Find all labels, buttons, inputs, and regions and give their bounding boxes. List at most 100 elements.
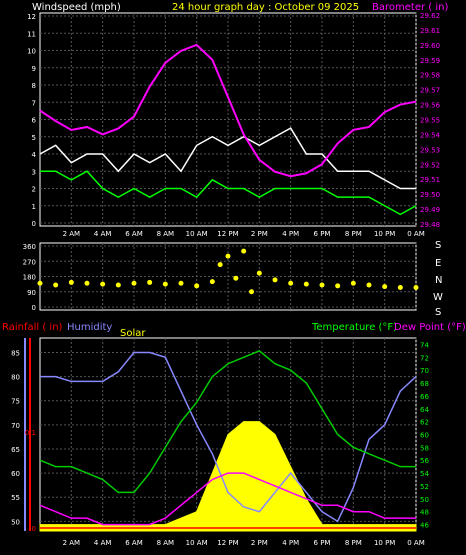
barometer-label: Barometer ( in) [372, 2, 448, 13]
temp-x-tick: 2 PM [251, 539, 268, 547]
wind-y-tick: 1 [32, 203, 36, 211]
baro-y-tick: 29.48 [420, 221, 440, 229]
temperature-label: Temperature (°F) [311, 322, 397, 333]
direction-point [100, 281, 106, 287]
baro-y-tick: 29.54 [420, 131, 441, 139]
temp-y-tick: 48 [420, 509, 429, 517]
baro-y-tick: 29.53 [420, 146, 440, 154]
dir-y-tick: 360 [23, 243, 36, 251]
baro-y-tick: 29.51 [420, 176, 440, 184]
dir-letter-e: E [435, 258, 441, 269]
temp-x-tick: 10 AM [186, 539, 208, 547]
series-line-2 [40, 170, 417, 216]
wind-y-tick: 3 [32, 168, 36, 176]
wind-x-tick: 2 PM [251, 230, 268, 238]
direction-point [413, 285, 419, 291]
wind-y-tick: 0 [32, 220, 36, 228]
humidity-y-tick: 80 [11, 374, 20, 382]
baro-y-tick: 29.61 [420, 27, 440, 35]
temp-x-tick: 2 AM [63, 539, 81, 547]
wind-y-tick: 11 [27, 30, 36, 38]
temp-y-tick: 50 [420, 496, 429, 504]
humidity-y-tick: 75 [11, 398, 20, 406]
direction-point [382, 284, 388, 290]
humidity-y-tick: 60 [11, 470, 20, 478]
direction-point [147, 279, 153, 285]
direction-point [194, 283, 200, 289]
temp-x-tick: 8 PM [345, 539, 362, 547]
temp-y-tick: 52 [420, 483, 429, 491]
baro-y-tick: 29.56 [420, 102, 441, 110]
dir-y-tick: 0 [32, 304, 36, 312]
temp-y-tick: 60 [420, 432, 429, 440]
rain-y-tick: 0.1 [25, 429, 36, 437]
wind-y-tick: 5 [32, 134, 36, 142]
direction-point [288, 280, 294, 286]
series-line-0 [39, 127, 416, 190]
humidity-y-tick: 50 [11, 518, 20, 526]
baro-y-tick: 29.59 [420, 57, 440, 65]
wind-y-tick: 10 [27, 48, 36, 56]
wind-y-tick: 8 [32, 82, 36, 90]
temp-x-tick: 8 AM [157, 539, 175, 547]
wind-y-tick: 2 [32, 186, 36, 194]
baro-y-tick: 29.50 [420, 191, 440, 199]
temp-x-tick: 4 PM [282, 539, 299, 547]
direction-point [68, 279, 74, 285]
direction-point [162, 281, 168, 287]
temp-x-tick: 6 PM [314, 539, 331, 547]
dir-letter-n: N [435, 275, 442, 286]
wind-x-tick: 8 AM [157, 230, 175, 238]
temp-y-tick: 64 [420, 406, 429, 414]
temp-x-tick: 6 AM [125, 539, 143, 547]
direction-point [209, 279, 215, 285]
temp-y-tick: 74 [420, 341, 429, 349]
baro-y-tick: 29.55 [420, 117, 440, 125]
temp-y-tick: 56 [420, 457, 429, 465]
wind-x-tick: 6 AM [125, 230, 143, 238]
chart-title: 24 hour graph day : October 09 2025 [172, 2, 359, 13]
wind-x-tick: 0 AM [407, 230, 425, 238]
direction-point [303, 281, 309, 287]
temp-y-tick: 46 [420, 522, 429, 530]
temp-y-tick: 68 [420, 380, 429, 388]
direction-point [272, 277, 278, 283]
humidity-label: Humidity [67, 322, 112, 333]
wind-y-tick: 6 [32, 117, 37, 125]
wind-x-tick: 10 PM [374, 230, 395, 238]
dir-letter-w: W [433, 292, 443, 303]
windspeed-label: Windspeed (mph) [32, 2, 121, 13]
dir-y-tick: 270 [23, 258, 36, 266]
temp-x-tick: 12 PM [217, 539, 238, 547]
direction-point [131, 280, 137, 286]
wind-x-tick: 10 AM [186, 230, 208, 238]
dir-letter-s-top: S [435, 240, 441, 251]
dir-y-tick: 90 [27, 289, 36, 297]
chart-marks [24, 43, 419, 532]
direction-point [256, 270, 262, 276]
direction-point [233, 275, 239, 281]
series-line-dew-point-f- [39, 472, 416, 526]
direction-point [217, 262, 223, 268]
series-line-humidity [40, 351, 417, 523]
humidity-y-tick: 65 [11, 446, 20, 454]
temp-x-tick: 0 AM [407, 539, 425, 547]
temp-y-tick: 58 [420, 444, 429, 452]
solar-label: Solar [120, 328, 146, 339]
baro-y-tick: 29.52 [420, 161, 440, 169]
wind-y-tick: 12 [27, 13, 36, 21]
baro-y-tick: 29.49 [420, 206, 440, 214]
humidity-y-tick: 70 [11, 422, 20, 430]
baro-y-tick: 29.58 [420, 72, 440, 80]
direction-point [178, 280, 184, 286]
direction-point [37, 280, 43, 286]
direction-point [366, 282, 372, 288]
temp-y-tick: 72 [420, 354, 429, 362]
rain-y-tick: 0 [32, 525, 36, 533]
temp-x-tick: 4 AM [94, 539, 112, 547]
direction-point [84, 280, 90, 286]
direction-point [115, 282, 121, 288]
baro-y-tick: 29.62 [420, 12, 440, 20]
humidity-y-tick: 55 [11, 494, 20, 502]
